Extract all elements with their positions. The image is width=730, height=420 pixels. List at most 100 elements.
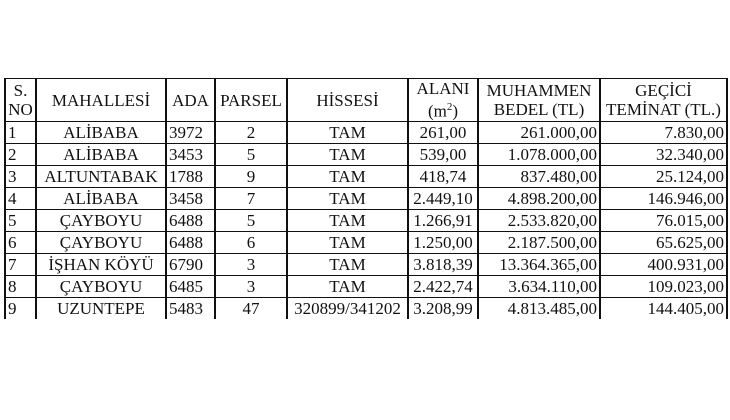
header-sno-line1: S. xyxy=(13,81,28,100)
cell-teminat: 65.625,00 xyxy=(599,231,728,254)
table-row: 3 ALTUNTABAK 1788 9 TAM 418,74 837.480,00 25.12… xyxy=(4,165,728,188)
cell-hissesi: TAM xyxy=(286,231,409,254)
cell-mahallesi: ÇAYBOYU xyxy=(35,209,167,232)
cell-alani: 1.250,00 xyxy=(407,231,479,254)
cell-hissesi: TAM xyxy=(286,121,409,144)
cell-hissesi: TAM xyxy=(286,187,409,210)
cell-mahallesi: ALİBABA xyxy=(35,143,167,166)
table-row: 6 ÇAYBOYU 6488 6 TAM 1.250,00 2.187.500,00 65.6… xyxy=(4,231,728,254)
cell-ada: 6488 xyxy=(165,209,216,232)
cell-alani: 418,74 xyxy=(407,165,479,188)
header-alani-close: ) xyxy=(452,101,459,121)
cell-ada: 1788 xyxy=(165,165,216,188)
cell-sno: 3 xyxy=(4,165,37,188)
cell-alani: 2.422,74 xyxy=(407,275,479,298)
cell-ada: 6485 xyxy=(165,275,216,298)
header-teminat-line2: TEMİNAT (TL.) xyxy=(606,100,721,119)
cell-bedel: 13.364.365,00 xyxy=(477,253,601,276)
cell-bedel: 261.000,00 xyxy=(477,121,601,144)
cell-sno: 7 xyxy=(4,253,37,276)
header-teminat: GEÇİCİ TEMİNAT (TL.) xyxy=(599,78,728,122)
cell-teminat: 7.830,00 xyxy=(599,121,728,144)
cell-teminat: 32.340,00 xyxy=(599,143,728,166)
cell-teminat: 76.015,00 xyxy=(599,209,728,232)
cell-parsel: 47 xyxy=(214,297,288,319)
header-alani-line1: ALANI xyxy=(416,79,470,99)
cell-sno: 4 xyxy=(4,187,37,210)
cell-sno: 6 xyxy=(4,231,37,254)
cell-mahallesi: ÇAYBOYU xyxy=(35,275,167,298)
cell-bedel: 3.634.110,00 xyxy=(477,275,601,298)
cell-sno: 8 xyxy=(4,275,37,298)
cell-sno: 2 xyxy=(4,143,37,166)
header-bedel-line1: MUHAMMEN xyxy=(486,81,592,100)
auction-parcel-table: S. NO MAHALLESİ ADA PARSEL HİSSESİ ALANI(… xyxy=(4,78,728,319)
table-body: 1 ALİBABA 3972 2 TAM 261,00 261.000,00 7.830,00… xyxy=(4,121,728,319)
cell-ada: 3972 xyxy=(165,121,216,144)
table-row: 4 ALİBABA 3458 7 TAM 2.449,10 4.898.200,00 146.… xyxy=(4,187,728,210)
cell-parsel: 5 xyxy=(214,143,288,166)
cell-parsel: 2 xyxy=(214,121,288,144)
table-row: 7 İŞHAN KÖYÜ 6790 3 TAM 3.818,39 13.364.365,00… xyxy=(4,253,728,276)
cell-parsel: 5 xyxy=(214,209,288,232)
cell-teminat: 25.124,00 xyxy=(599,165,728,188)
cell-ada: 5483 xyxy=(165,297,216,319)
cell-bedel: 4.898.200,00 xyxy=(477,187,601,210)
cell-hissesi: TAM xyxy=(286,275,409,298)
header-row: S. NO MAHALLESİ ADA PARSEL HİSSESİ ALANI(… xyxy=(4,78,728,122)
cell-mahallesi: ALTUNTABAK xyxy=(35,165,167,188)
table-row: 9 UZUNTEPE 5483 47 320899/341202 3.208,99 4.81… xyxy=(4,297,728,319)
cell-alani: 3.818,39 xyxy=(407,253,479,276)
cell-mahallesi: ÇAYBOYU xyxy=(35,231,167,254)
cell-ada: 3458 xyxy=(165,187,216,210)
header-bedel-line2: BEDEL (TL) xyxy=(493,100,585,119)
cell-teminat: 400.931,00 xyxy=(599,253,728,276)
table-row: 5 ÇAYBOYU 6488 5 TAM 1.266,91 2.533.820,00 76.0… xyxy=(4,209,728,232)
header-sno: S. NO xyxy=(4,78,37,122)
cell-ada: 3453 xyxy=(165,143,216,166)
cell-sno: 9 xyxy=(4,297,37,319)
cell-mahallesi: ALİBABA xyxy=(35,187,167,210)
cell-alani: 1.266,91 xyxy=(407,209,479,232)
cell-teminat: 144.405,00 xyxy=(599,297,728,319)
cell-bedel: 1.078.000,00 xyxy=(477,143,601,166)
cell-alani: 261,00 xyxy=(407,121,479,144)
cell-bedel: 4.813.485,00 xyxy=(477,297,601,319)
cell-ada: 6790 xyxy=(165,253,216,276)
cell-hissesi: TAM xyxy=(286,253,409,276)
header-mahallesi: MAHALLESİ xyxy=(35,78,167,122)
cell-parsel: 3 xyxy=(214,275,288,298)
table-row: 2 ALİBABA 3453 5 TAM 539,00 1.078.000,00 32.340… xyxy=(4,143,728,166)
cell-alani: 2.449,10 xyxy=(407,187,479,210)
cell-sno: 1 xyxy=(4,121,37,144)
cell-teminat: 109.023,00 xyxy=(599,275,728,298)
cell-hissesi: TAM xyxy=(286,209,409,232)
cell-mahallesi: ALİBABA xyxy=(35,121,167,144)
cell-parsel: 7 xyxy=(214,187,288,210)
cell-hissesi: TAM xyxy=(286,165,409,188)
cell-hissesi: TAM xyxy=(286,143,409,166)
cell-bedel: 2.533.820,00 xyxy=(477,209,601,232)
cell-mahallesi: UZUNTEPE xyxy=(35,297,167,319)
header-alani-unit: (m xyxy=(427,101,447,121)
cell-alani: 539,00 xyxy=(407,143,479,166)
header-ada: ADA xyxy=(165,78,216,122)
header-alani: ALANI (m2) xyxy=(407,78,479,122)
cell-mahallesi: İŞHAN KÖYÜ xyxy=(35,253,167,276)
header-hissesi: HİSSESİ xyxy=(286,78,409,122)
table-row: 1 ALİBABA 3972 2 TAM 261,00 261.000,00 7.830,00 xyxy=(4,121,728,144)
header-teminat-line1: GEÇİCİ xyxy=(635,81,692,100)
cell-hissesi: 320899/341202 xyxy=(286,297,409,319)
cell-parsel: 3 xyxy=(214,253,288,276)
cell-parsel: 6 xyxy=(214,231,288,254)
header-alani-sup: 2 xyxy=(446,101,453,114)
cell-sno: 5 xyxy=(4,209,37,232)
cell-ada: 6488 xyxy=(165,231,216,254)
cell-alani: 3.208,99 xyxy=(407,297,479,319)
header-sno-line2: NO xyxy=(8,100,33,119)
cell-bedel: 2.187.500,00 xyxy=(477,231,601,254)
table-row: 8 ÇAYBOYU 6485 3 TAM 2.422,74 3.634.110,00 109.… xyxy=(4,275,728,298)
header-bedel: MUHAMMEN BEDEL (TL) xyxy=(477,78,601,122)
cell-teminat: 146.946,00 xyxy=(599,187,728,210)
cell-parsel: 9 xyxy=(214,165,288,188)
